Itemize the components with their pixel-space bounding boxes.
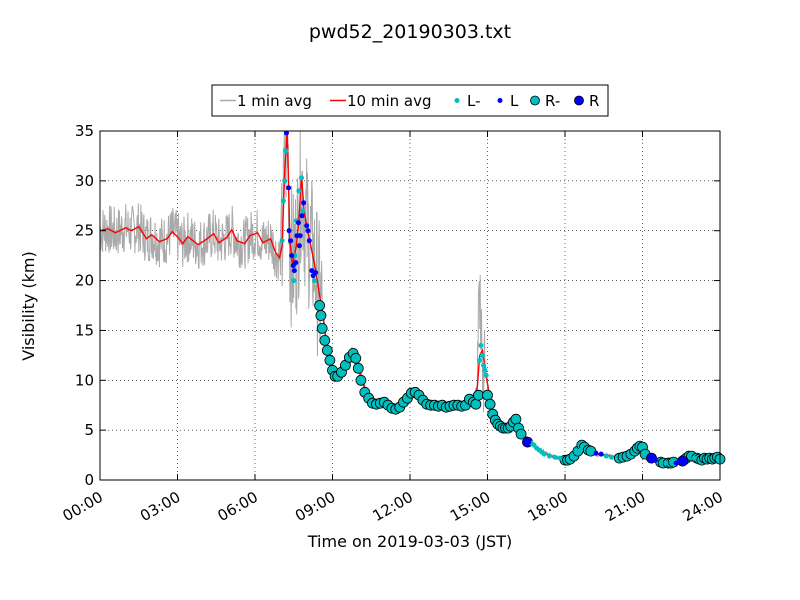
l-point-15 bbox=[305, 228, 311, 234]
y-tick-label-4: 20 bbox=[75, 272, 94, 290]
l-point-26 bbox=[673, 460, 679, 466]
legend-label-10-min-avg: 10 min avg bbox=[347, 92, 432, 110]
l-point-17 bbox=[309, 268, 315, 274]
legend-label-r: R bbox=[589, 92, 599, 110]
l-point-19 bbox=[313, 270, 319, 276]
y-tick-label-0: 0 bbox=[84, 471, 94, 489]
l-point-16 bbox=[306, 238, 312, 244]
l-minus-point-13 bbox=[479, 352, 485, 358]
r-minus-point-3 bbox=[319, 334, 331, 346]
l-minus-point-8 bbox=[291, 278, 297, 284]
series-l-minus bbox=[279, 148, 697, 466]
l-point-7 bbox=[293, 260, 299, 266]
l-minus-point-22 bbox=[541, 451, 547, 457]
legend-label-r-minus: R- bbox=[545, 92, 560, 110]
y-tick-label-1: 5 bbox=[84, 421, 94, 439]
y-tick-label-5: 25 bbox=[75, 222, 94, 240]
l-point-21 bbox=[526, 439, 532, 445]
l-point-0 bbox=[284, 130, 289, 136]
l-point-3 bbox=[288, 238, 294, 244]
r-minus-point-60 bbox=[515, 428, 527, 440]
l-point-22 bbox=[593, 450, 599, 456]
l-point-9 bbox=[295, 220, 301, 226]
l-minus-point-24 bbox=[552, 454, 558, 460]
r-minus-point-5 bbox=[324, 354, 336, 366]
l-minus-point-27 bbox=[603, 453, 609, 459]
r-minus-point-58 bbox=[510, 413, 522, 425]
l-minus-point-1 bbox=[282, 178, 288, 184]
x-axis-label: Time on 2019-03-03 (JST) bbox=[307, 532, 512, 551]
l-minus-point-28 bbox=[609, 454, 614, 460]
l-minus-point-10 bbox=[311, 278, 317, 284]
legend-swatch-l-minus bbox=[454, 98, 460, 103]
series-l bbox=[284, 130, 684, 466]
l-minus-point-26 bbox=[578, 447, 583, 453]
r-minus-point-13 bbox=[350, 352, 362, 364]
l-point-2 bbox=[286, 228, 292, 234]
r-minus-point-0 bbox=[314, 300, 326, 311]
l-minus-point-12 bbox=[478, 342, 484, 348]
l-minus-point-0 bbox=[280, 198, 286, 204]
l-minus-point-14 bbox=[481, 362, 487, 368]
y-tick-label-3: 15 bbox=[75, 321, 94, 339]
r-minus-point-2 bbox=[316, 322, 328, 334]
l-minus-point-6 bbox=[299, 175, 304, 181]
y-tick-label-6: 30 bbox=[75, 172, 94, 190]
legend-label-l: L bbox=[510, 92, 519, 110]
l-point-10 bbox=[296, 243, 302, 249]
y-axis-label: Visibility (km) bbox=[19, 251, 38, 360]
r-minus-point-47 bbox=[482, 389, 493, 401]
r-minus-point-4 bbox=[321, 344, 333, 356]
plot-frame-fill bbox=[100, 131, 720, 480]
y-tick-label-7: 35 bbox=[75, 122, 94, 140]
r-minus-point-48 bbox=[484, 398, 496, 410]
l-minus-point-15 bbox=[482, 367, 488, 373]
legend-swatch-r bbox=[574, 95, 584, 106]
l-point-24 bbox=[647, 455, 653, 461]
y-tick-label-2: 10 bbox=[75, 371, 94, 389]
r-minus-point-14 bbox=[352, 362, 364, 374]
chart-title: pwd52_20190303.txt bbox=[309, 21, 511, 43]
legend-box bbox=[211, 84, 609, 117]
l-minus-point-7 bbox=[300, 208, 306, 214]
legend-swatch-l bbox=[497, 98, 503, 103]
l-point-27 bbox=[678, 458, 684, 464]
grid-lines bbox=[100, 131, 720, 480]
l-point-13 bbox=[301, 200, 307, 206]
l-minus-point-3 bbox=[279, 238, 285, 244]
l-point-6 bbox=[291, 268, 297, 274]
r-minus-point-46 bbox=[473, 389, 484, 401]
l-minus-point-11 bbox=[477, 357, 483, 363]
l-minus-point-25 bbox=[557, 455, 563, 461]
r-minus-point-1 bbox=[315, 310, 327, 321]
r-minus-point-15 bbox=[355, 374, 367, 386]
l-minus-point-23 bbox=[547, 453, 552, 459]
legend: 1 min avg 10 min avg L- L R- R bbox=[211, 84, 609, 117]
l-minus-point-30 bbox=[691, 455, 697, 461]
l-point-11 bbox=[297, 233, 303, 239]
l-minus-point-16 bbox=[483, 372, 489, 378]
l-minus-point-29 bbox=[663, 460, 669, 466]
legend-label-l-minus: L- bbox=[467, 92, 481, 110]
l-point-23 bbox=[598, 451, 604, 457]
l-minus-point-5 bbox=[296, 188, 302, 194]
l-point-12 bbox=[299, 213, 305, 219]
legend-swatch-r-minus bbox=[530, 95, 540, 106]
l-point-14 bbox=[304, 223, 310, 229]
l-point-4 bbox=[289, 253, 295, 259]
l-point-1 bbox=[286, 185, 292, 191]
l-point-25 bbox=[652, 457, 658, 463]
legend-label-1-min-avg: 1 min avg bbox=[237, 92, 312, 110]
l-minus-point-2 bbox=[283, 148, 289, 154]
r-minus-point-45 bbox=[470, 398, 482, 410]
